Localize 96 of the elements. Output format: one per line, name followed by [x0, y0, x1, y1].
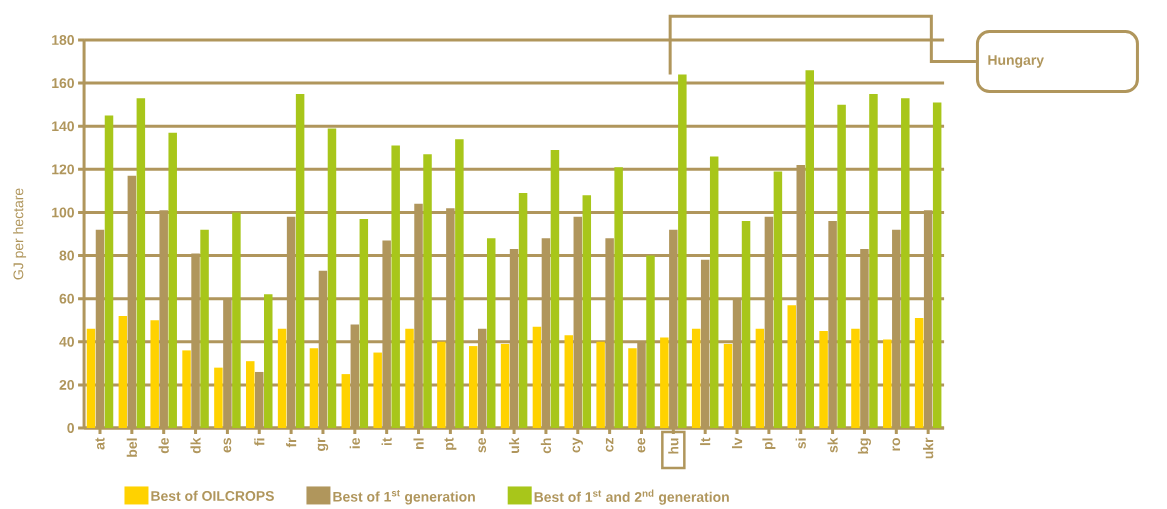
bar: [423, 154, 432, 428]
annotation: Hungary: [988, 55, 1044, 68]
x-tick-label: se: [478, 438, 487, 453]
bar: [582, 195, 592, 428]
bar: [550, 149, 560, 428]
x-tick-label: pt: [444, 437, 457, 450]
bar: [405, 328, 414, 428]
x-tick-label: gr: [317, 437, 329, 451]
bar: [277, 328, 287, 428]
bar: [150, 320, 159, 428]
bar: [773, 171, 783, 428]
legend-label: Best of 1$^{st}$ generation: [333, 489, 475, 505]
bar: [723, 343, 733, 428]
x-tick-label: uk: [508, 437, 520, 453]
x-tick-label: ukr: [923, 437, 934, 459]
x-tick-label: dk: [190, 437, 201, 454]
bar: [755, 328, 765, 428]
bar: [118, 315, 128, 428]
bar: [709, 156, 719, 428]
bar: [246, 361, 255, 428]
bar: [614, 167, 623, 428]
legend-label: Best of OILCROPS: [151, 490, 274, 501]
bar: [86, 328, 96, 428]
bar: [691, 328, 701, 428]
x-tick-label: it: [381, 437, 392, 446]
bar: [232, 212, 241, 428]
x-tick-label: bg: [857, 438, 871, 454]
bar: [646, 255, 655, 428]
bar: [883, 339, 892, 428]
x-tick-label: nl: [413, 438, 424, 449]
y-tick-label: 40: [59, 336, 74, 347]
bar: [805, 70, 814, 428]
bar: [309, 348, 319, 428]
x-tick-label: es: [223, 438, 232, 453]
x-tick-label: ch: [540, 438, 552, 454]
bar: [264, 294, 273, 428]
bar: [851, 328, 860, 428]
bar: [564, 335, 574, 428]
y-tick-label: 120: [52, 164, 74, 175]
x-tick-label: fi: [254, 438, 265, 446]
x-tick-label: ro: [892, 438, 901, 451]
y-tick-label: 0: [67, 423, 74, 433]
bar: [468, 346, 478, 428]
bar: [136, 98, 146, 428]
bar: [486, 238, 496, 428]
legend-label: Best of 1$^{st}$ and 2$^{nd}$ generation: [534, 489, 729, 505]
bar: [214, 367, 223, 428]
bar: [869, 93, 878, 428]
y-tick-label: 100: [52, 207, 74, 218]
y-tick-label: 60: [59, 293, 74, 304]
x-tick-label: cy: [572, 437, 583, 453]
bar: [914, 318, 924, 428]
bar: [104, 115, 114, 428]
y-tick-label: 80: [59, 250, 74, 261]
x-tick-label: cz: [605, 438, 614, 452]
bar: [437, 341, 446, 428]
bar: [660, 337, 669, 428]
y-tick-label: 160: [52, 78, 74, 89]
bar: [932, 102, 942, 428]
bar: [327, 128, 337, 428]
bar: [455, 139, 464, 428]
bar: [295, 93, 305, 428]
x-tick-label: lt: [700, 437, 711, 446]
y-axis-title: GJ per hectare: [13, 188, 27, 280]
x-tick-label: de: [158, 437, 169, 454]
bar: [518, 193, 528, 428]
bar: [168, 132, 177, 428]
bar: [373, 352, 382, 428]
bar: [532, 326, 542, 428]
x-tick-label: at: [95, 437, 105, 450]
bar: [628, 348, 637, 428]
bar: [819, 331, 828, 428]
bar: [341, 374, 351, 428]
y-tick-label: 140: [52, 121, 74, 132]
x-tick-label: pl: [762, 438, 776, 449]
bar: [359, 218, 369, 428]
x-tick-label: sk: [827, 437, 838, 453]
x-tick-label: hu: [668, 438, 679, 454]
x-tick-label: bel: [126, 438, 137, 457]
x-tick-label: ee: [637, 438, 646, 453]
bar: [182, 350, 191, 428]
bar: [787, 305, 796, 428]
bar: [596, 341, 605, 428]
bar: [500, 343, 510, 428]
x-tick-label: lv: [731, 437, 743, 449]
y-tick-label: 20: [59, 379, 74, 390]
x-tick-label: ie: [349, 437, 360, 449]
bar: [200, 229, 209, 428]
y-tick-label: 180: [52, 35, 74, 45]
bar: [741, 221, 751, 428]
bar: [391, 145, 400, 428]
bar: [901, 98, 910, 428]
bar: [678, 74, 687, 428]
bar: [837, 104, 846, 428]
x-tick-label: fr: [286, 437, 297, 448]
x-tick-label: si: [795, 438, 806, 449]
